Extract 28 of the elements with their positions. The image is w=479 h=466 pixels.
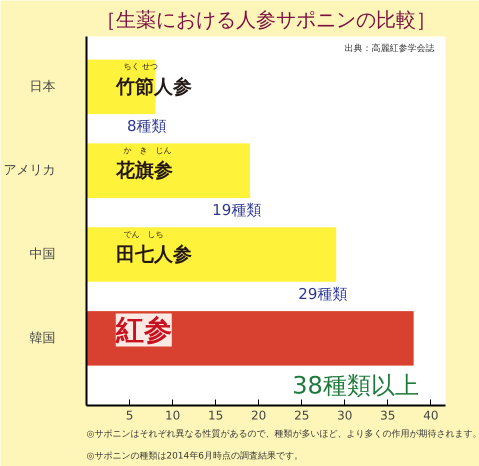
x-tick-label: 20 <box>251 408 266 422</box>
x-tick-label: 15 <box>208 408 224 422</box>
text: ◎サポニンはそれぞれ異なる性質があるので、種類が多いほど、より多くの作用が期待されます。 <box>86 428 479 440</box>
text: ◎サポニンの種類は2014年6月時点の調査結果です。 <box>86 450 303 462</box>
bar <box>86 311 414 366</box>
x-tick-label: 25 <box>294 408 310 422</box>
y-tick-label: 日本 <box>30 79 56 94</box>
x-tick-label: 30 <box>337 408 352 422</box>
x-tick-label: 5 <box>126 408 134 422</box>
annotation: 田七人参 <box>116 244 192 266</box>
data-label: 8種類 <box>127 117 167 136</box>
data-label: 19種類 <box>212 201 262 220</box>
chart-title: ［生薬における人参サポニンの比較］ <box>96 8 436 32</box>
annotation: 紅参 <box>114 314 172 347</box>
annotation: か き じん <box>124 146 172 156</box>
annotation: 出典：高麗紅参学会誌 <box>344 43 434 54</box>
y-tick-label: 韓国 <box>30 330 56 346</box>
annotation: 花旗参 <box>114 160 173 182</box>
bar <box>86 227 336 282</box>
bar <box>86 143 250 198</box>
y-tick-label: 中国 <box>30 247 56 262</box>
x-tick-label: 40 <box>423 408 439 422</box>
data-label: 29種類 <box>298 284 348 303</box>
x-tick-label: 35 <box>380 408 396 422</box>
data-label: 38種類以上 <box>292 371 419 400</box>
y-tick-label: アメリカ <box>4 163 56 178</box>
x-tick-label: 10 <box>164 408 180 422</box>
annotation: でん しち <box>124 230 164 239</box>
